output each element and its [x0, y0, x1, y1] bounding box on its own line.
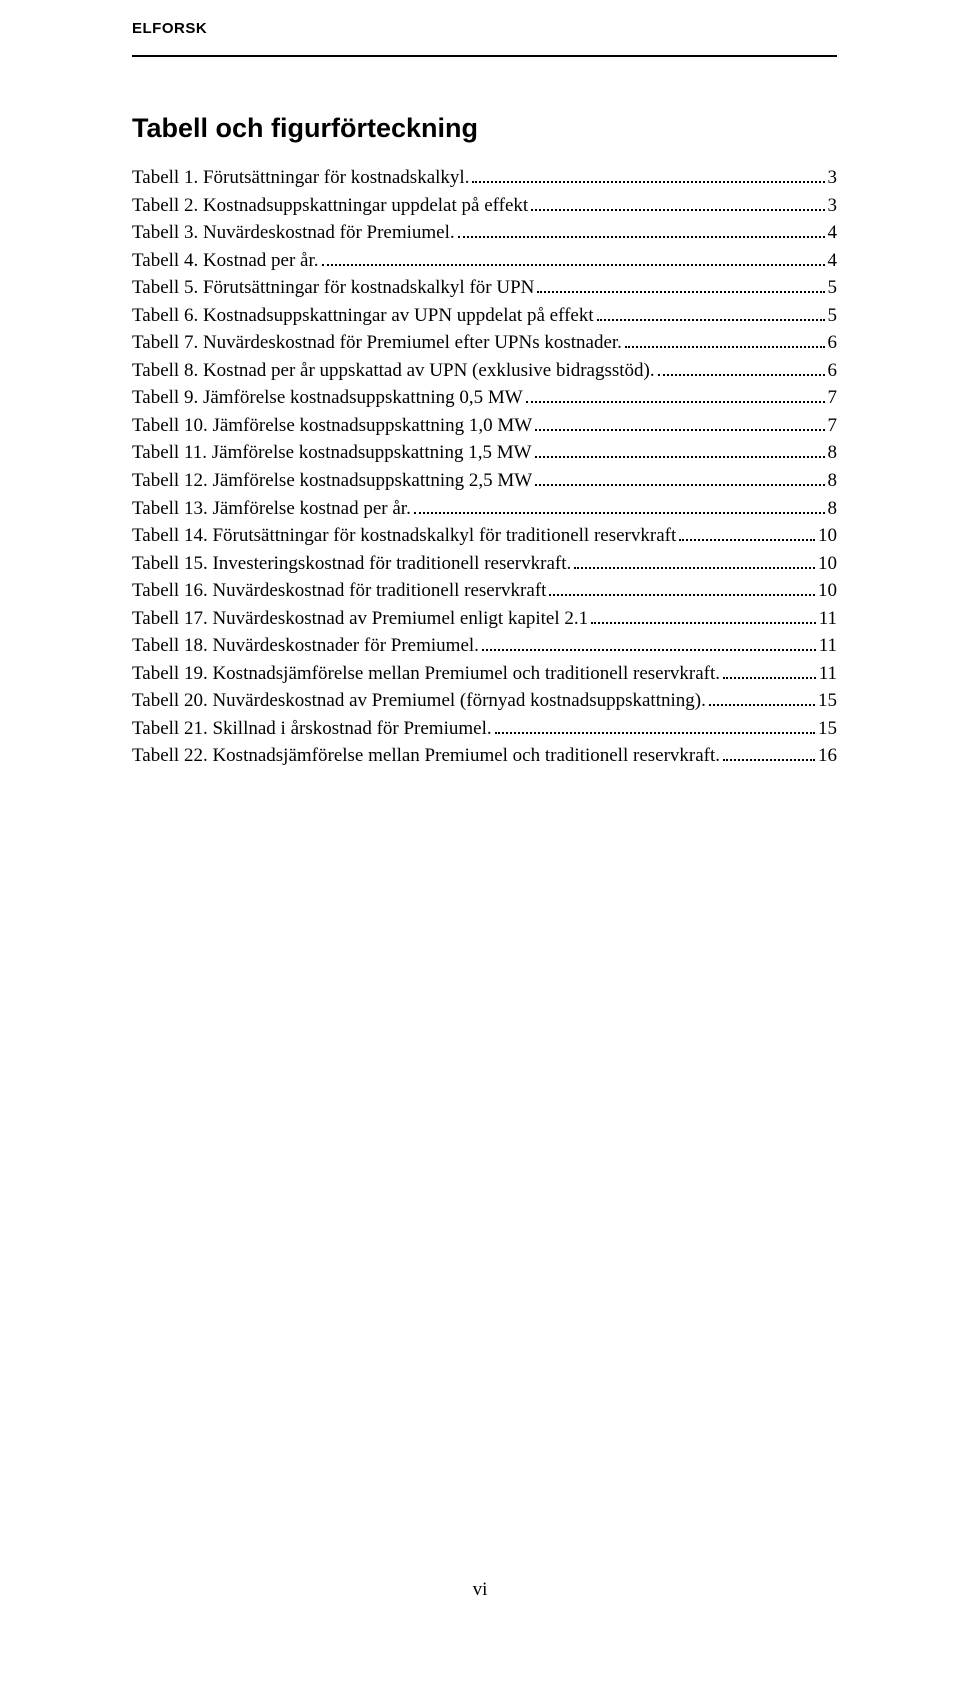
toc-label: Tabell 14. Förutsättningar för kostnadsk…	[132, 522, 676, 550]
toc-row: Tabell 11. Jämförelse kostnadsuppskattni…	[132, 439, 837, 467]
page-number: vi	[0, 1579, 960, 1601]
toc-row: Tabell 14. Förutsättningar för kostnadsk…	[132, 522, 837, 550]
toc-leader-dots	[535, 442, 825, 458]
toc-leader-dots	[414, 497, 825, 513]
toc-page-number: 15	[818, 687, 837, 715]
toc-row: Tabell 21. Skillnad i årskostnad för Pre…	[132, 715, 837, 743]
toc-label: Tabell 12. Jämförelse kostnadsuppskattni…	[132, 467, 532, 495]
toc-page-number: 5	[828, 274, 838, 302]
toc-page-number: 4	[828, 219, 838, 247]
toc-label: Tabell 22. Kostnadsjämförelse mellan Pre…	[132, 742, 720, 770]
toc-page-number: 11	[819, 632, 837, 660]
toc-leader-dots	[495, 718, 815, 734]
toc-row: Tabell 12. Jämförelse kostnadsuppskattni…	[132, 467, 837, 495]
toc-label: Tabell 3. Nuvärdeskostnad för Premiumel.	[132, 219, 455, 247]
toc-page-number: 8	[828, 495, 838, 523]
toc-label: Tabell 7. Nuvärdeskostnad för Premiumel …	[132, 329, 622, 357]
toc-row: Tabell 9. Jämförelse kostnadsuppskattnin…	[132, 384, 837, 412]
toc-label: Tabell 8. Kostnad per år uppskattad av U…	[132, 357, 655, 385]
toc-label: Tabell 15. Investeringskostnad för tradi…	[132, 550, 571, 578]
toc-page-number: 15	[818, 715, 837, 743]
toc-page-number: 6	[828, 329, 838, 357]
toc-row: Tabell 13. Jämförelse kostnad per år. 8	[132, 495, 837, 523]
toc-row: Tabell 6. Kostnadsuppskattningar av UPN …	[132, 302, 837, 330]
toc-row: Tabell 10. Jämförelse kostnadsuppskattni…	[132, 412, 837, 440]
table-of-contents: Tabell 1. Förutsättningar för kostnadska…	[132, 164, 837, 770]
toc-row: Tabell 19. Kostnadsjämförelse mellan Pre…	[132, 660, 837, 688]
toc-leader-dots	[472, 167, 824, 183]
toc-label: Tabell 6. Kostnadsuppskattningar av UPN …	[132, 302, 594, 330]
toc-leader-dots	[625, 332, 825, 348]
toc-label: Tabell 21. Skillnad i årskostnad för Pre…	[132, 715, 492, 743]
toc-leader-dots	[723, 663, 816, 679]
toc-row: Tabell 4. Kostnad per år. 4	[132, 247, 837, 275]
toc-page-number: 11	[819, 605, 837, 633]
toc-page-number: 11	[819, 660, 837, 688]
toc-label: Tabell 17. Nuvärdeskostnad av Premiumel …	[132, 605, 588, 633]
toc-page-number: 3	[828, 192, 838, 220]
toc-leader-dots	[458, 222, 825, 238]
toc-leader-dots	[537, 277, 824, 293]
toc-page-number: 7	[828, 384, 838, 412]
toc-row: Tabell 15. Investeringskostnad för tradi…	[132, 550, 837, 578]
toc-label: Tabell 4. Kostnad per år.	[132, 247, 319, 275]
toc-label: Tabell 10. Jämförelse kostnadsuppskattni…	[132, 412, 532, 440]
toc-leader-dots	[709, 690, 815, 706]
toc-label: Tabell 18. Nuvärdeskostnader för Premium…	[132, 632, 479, 660]
toc-label: Tabell 5. Förutsättningar för kostnadska…	[132, 274, 534, 302]
toc-label: Tabell 20. Nuvärdeskostnad av Premiumel …	[132, 687, 706, 715]
toc-page-number: 7	[828, 412, 838, 440]
toc-page-number: 4	[828, 247, 838, 275]
toc-row: Tabell 1. Förutsättningar för kostnadska…	[132, 164, 837, 192]
toc-label: Tabell 16. Nuvärdeskostnad för tradition…	[132, 577, 546, 605]
toc-row: Tabell 3. Nuvärdeskostnad för Premiumel.…	[132, 219, 837, 247]
toc-row: Tabell 5. Förutsättningar för kostnadska…	[132, 274, 837, 302]
toc-page-number: 6	[828, 357, 838, 385]
toc-leader-dots	[723, 745, 815, 761]
toc-label: Tabell 2. Kostnadsuppskattningar uppdela…	[132, 192, 528, 220]
toc-leader-dots	[549, 580, 815, 596]
header-rule	[132, 55, 837, 57]
toc-row: Tabell 20. Nuvärdeskostnad av Premiumel …	[132, 687, 837, 715]
toc-leader-dots	[574, 553, 815, 569]
toc-page-number: 10	[818, 550, 837, 578]
toc-row: Tabell 18. Nuvärdeskostnader för Premium…	[132, 632, 837, 660]
toc-leader-dots	[535, 415, 824, 431]
toc-leader-dots	[322, 250, 825, 266]
toc-label: Tabell 9. Jämförelse kostnadsuppskattnin…	[132, 384, 523, 412]
toc-page-number: 10	[818, 577, 837, 605]
toc-label: Tabell 19. Kostnadsjämförelse mellan Pre…	[132, 660, 720, 688]
toc-row: Tabell 7. Nuvärdeskostnad för Premiumel …	[132, 329, 837, 357]
brand-header: ELFORSK	[132, 20, 837, 37]
toc-page-number: 3	[828, 164, 838, 192]
toc-page-number: 5	[828, 302, 838, 330]
toc-page-number: 10	[818, 522, 837, 550]
toc-leader-dots	[526, 387, 825, 403]
toc-page-number: 8	[828, 467, 838, 495]
toc-leader-dots	[531, 194, 824, 210]
toc-row: Tabell 16. Nuvärdeskostnad för tradition…	[132, 577, 837, 605]
toc-leader-dots	[658, 360, 825, 376]
toc-label: Tabell 13. Jämförelse kostnad per år.	[132, 495, 411, 523]
toc-label: Tabell 1. Förutsättningar för kostnadska…	[132, 164, 469, 192]
toc-page-number: 8	[828, 439, 838, 467]
toc-leader-dots	[679, 525, 815, 541]
toc-label: Tabell 11. Jämförelse kostnadsuppskattni…	[132, 439, 532, 467]
toc-page-number: 16	[818, 742, 837, 770]
toc-leader-dots	[597, 305, 825, 321]
toc-row: Tabell 2. Kostnadsuppskattningar uppdela…	[132, 192, 837, 220]
toc-leader-dots	[535, 470, 824, 486]
toc-row: Tabell 17. Nuvärdeskostnad av Premiumel …	[132, 605, 837, 633]
page-title: Tabell och figurförteckning	[132, 113, 837, 144]
toc-row: Tabell 22. Kostnadsjämförelse mellan Pre…	[132, 742, 837, 770]
toc-row: Tabell 8. Kostnad per år uppskattad av U…	[132, 357, 837, 385]
toc-leader-dots	[482, 635, 816, 651]
toc-leader-dots	[591, 608, 816, 624]
